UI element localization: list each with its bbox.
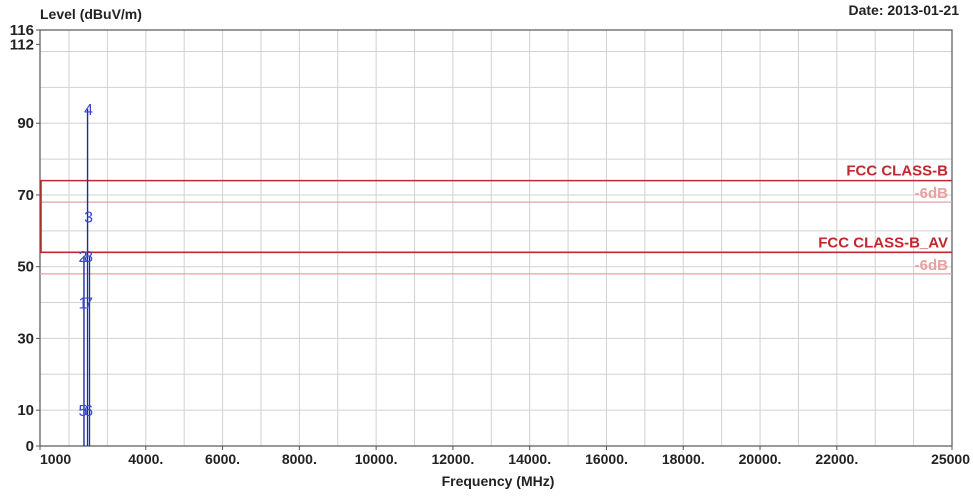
x-tick-label: 14000. (508, 451, 551, 467)
marker-label: 3 (84, 209, 93, 226)
x-tick-label: 10000. (355, 451, 398, 467)
marker-label: 4 (84, 102, 93, 119)
x-tick-label: 4000. (128, 451, 163, 467)
plot-frame (39, 29, 953, 447)
y-tick-label: 70 (17, 187, 34, 204)
y-tick-label: 0 (26, 438, 34, 455)
marker-label: 1 (79, 296, 88, 313)
limit-margin-label: -6dB (915, 185, 949, 202)
y-tick-label: 30 (17, 330, 34, 347)
limit-line-label: FCC CLASS-B (846, 163, 948, 180)
x-tick-label: 16000. (585, 451, 628, 467)
x-tick-label: 8000. (282, 451, 317, 467)
limit-margin-label: -6dB (915, 257, 949, 274)
date-label: Date: 2013-01-21 (848, 2, 959, 18)
x-axis-title: Frequency (MHz) (442, 473, 555, 489)
marker-label: 6 (84, 403, 93, 420)
marker-label: 2 (79, 249, 88, 266)
marker-label: 7 (84, 296, 93, 313)
marker-label: 5 (79, 403, 88, 420)
plot-area (40, 30, 952, 446)
y-tick-label: 90 (17, 115, 34, 132)
limit-line-label: FCC CLASS-B_AV (818, 234, 948, 251)
x-tick-label: 12000. (431, 451, 474, 467)
x-tick-label: 22000. (815, 451, 858, 467)
y-axis-title: Level (dBuV/m) (40, 6, 142, 22)
y-tick-label: 116 (10, 22, 34, 39)
y-tick-label: 50 (17, 259, 34, 276)
x-tick-label: 1000 (40, 451, 71, 467)
y-tick-label: 10 (17, 402, 34, 419)
x-tick-label: 6000. (205, 451, 240, 467)
x-tick-label: 25000 (931, 451, 970, 467)
x-tick-label: 18000. (662, 451, 705, 467)
marker-label: 8 (84, 249, 93, 266)
y-tick-label: 112 (10, 36, 34, 53)
x-tick-label: 20000. (739, 451, 782, 467)
